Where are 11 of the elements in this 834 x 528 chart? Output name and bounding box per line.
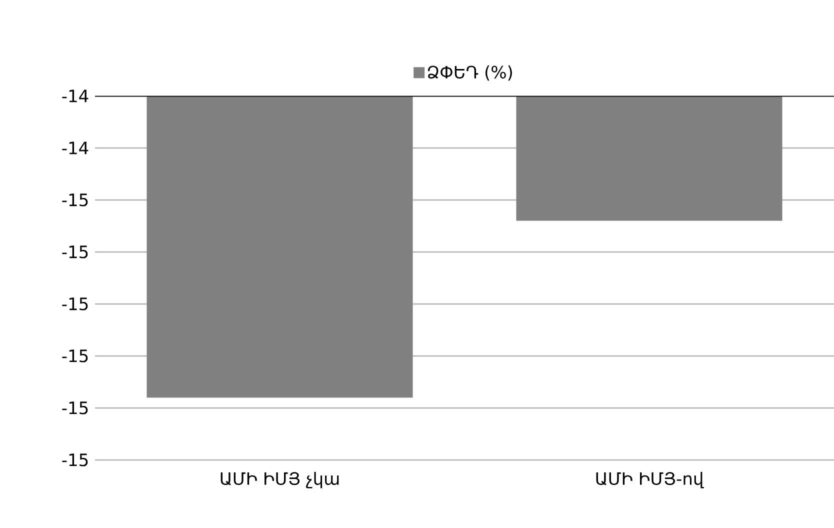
y-tick-label: -15 xyxy=(62,194,88,206)
y-tick-label: -14 xyxy=(62,90,88,102)
y-tick-label: -15 xyxy=(62,298,88,310)
x-tick-label: ԱՄԻ ԻՄՅ-ով xyxy=(596,472,704,488)
y-tick-label: -15 xyxy=(62,454,88,466)
y-tick-label: -15 xyxy=(62,402,88,414)
y-tick-label: -15 xyxy=(62,350,88,362)
legend-label: ՁՓԵԴ (%) xyxy=(428,65,512,81)
y-tick-label: -15 xyxy=(62,246,88,258)
x-tick-label: ԱՄԻ ԻՄՅ չկա xyxy=(220,472,339,488)
y-tick-label: -14 xyxy=(62,142,88,154)
